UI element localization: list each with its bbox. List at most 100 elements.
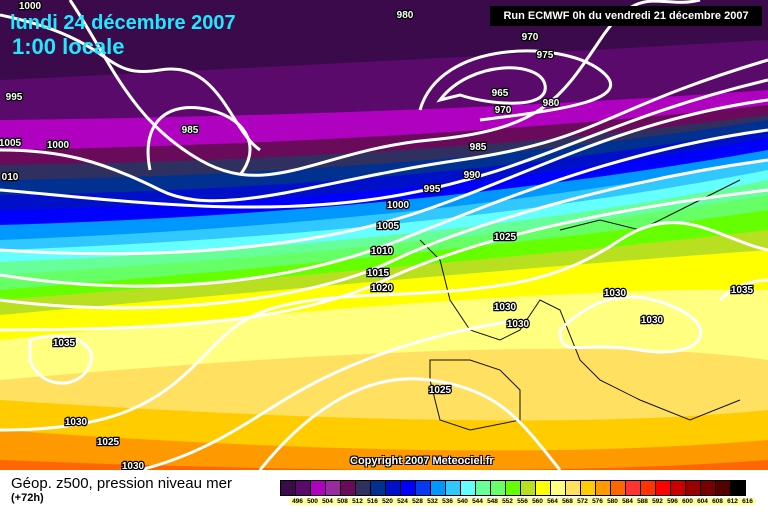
color-swatch	[311, 481, 326, 495]
isobar-label: 1030	[122, 461, 145, 470]
isobar-line	[0, 158, 768, 310]
coastline	[599, 379, 741, 421]
color-swatch	[476, 481, 491, 495]
color-swatch	[551, 481, 566, 495]
isobar-label: 1035	[53, 338, 76, 349]
isobar-label: 970	[495, 105, 512, 116]
color-swatch	[671, 481, 686, 495]
forecast-range: (+72h)	[11, 492, 44, 504]
isobar-label: 1000	[387, 200, 410, 211]
color-swatch	[731, 481, 745, 495]
isobar-line	[0, 78, 768, 209]
isobar-label: 1025	[429, 385, 452, 396]
isobar-line	[258, 377, 562, 470]
color-scale-labels: 496 500 504 508 512 516 520 524 528 532 536 540 544 5…	[290, 498, 755, 505]
isobar-line	[0, 13, 261, 152]
color-scale-label: 524	[395, 498, 410, 505]
isobar-line	[0, 98, 768, 256]
isobar-label: 1020	[371, 283, 394, 294]
isobar-label: 1000	[47, 140, 70, 151]
color-scale-label: 508	[335, 498, 350, 505]
coastline	[429, 359, 521, 431]
forecast-date: lundi 24 décembre 2007	[10, 12, 236, 34]
color-swatch	[521, 481, 536, 495]
isobar-label: 985	[182, 125, 199, 136]
color-swatch	[371, 481, 386, 495]
color-scale-label: 576	[590, 498, 605, 505]
isobar-line	[418, 49, 613, 122]
isobar-label: 1035	[731, 285, 754, 296]
color-scale-label: 596	[665, 498, 680, 505]
isobar-label: 970	[522, 32, 539, 43]
color-swatch	[581, 481, 596, 495]
color-scale-label: 520	[380, 498, 395, 505]
isobar-label: 1025	[97, 437, 120, 448]
legend-title: Géop. z500, pression niveau mer	[11, 475, 232, 492]
color-swatch	[431, 481, 446, 495]
isobar-line	[139, 318, 521, 470]
color-swatch	[341, 481, 356, 495]
isobar-label: 1030	[65, 417, 88, 428]
color-scale-label: 496	[290, 498, 305, 505]
color-scale	[280, 480, 746, 496]
color-scale-label: 516	[365, 498, 380, 505]
color-scale-label: 544	[470, 498, 485, 505]
model-run-info: Run ECMWF 0h du vendredi 21 décembre 200…	[490, 6, 762, 26]
color-swatch	[356, 481, 371, 495]
color-swatch	[536, 481, 551, 495]
geopotential-bands	[0, 0, 768, 470]
legend-footer: Géop. z500, pression niveau mer (+72h) 4…	[0, 470, 768, 512]
isobar-line	[0, 221, 768, 432]
color-scale-label: 536	[440, 498, 455, 505]
isobar-labels: 1000 980 970 975 965 970 980 995 985 1005 1000 010 9…	[0, 0, 755, 470]
color-swatch	[716, 481, 731, 495]
color-swatch	[386, 481, 401, 495]
isobar-label: 1030	[604, 288, 627, 299]
color-scale-label: 500	[305, 498, 320, 505]
forecast-local-time: 1:00 locale	[12, 34, 125, 59]
color-swatch	[611, 481, 626, 495]
coastline	[419, 239, 601, 381]
color-swatch	[566, 481, 581, 495]
isobar-line	[0, 128, 768, 288]
isobar-label: 995	[6, 92, 23, 103]
color-scale-label: 532	[425, 498, 440, 505]
coastlines	[419, 179, 741, 431]
color-swatch	[506, 481, 521, 495]
color-scale-label: 600	[680, 498, 695, 505]
isobar-line	[146, 106, 252, 176]
isobar-label: 980	[397, 10, 414, 21]
color-swatch	[326, 481, 341, 495]
color-scale-label: 572	[575, 498, 590, 505]
isobar-line	[436, 66, 547, 105]
color-swatch	[656, 481, 671, 495]
isobar-lines	[0, 0, 768, 470]
isobar-label: 965	[492, 88, 509, 99]
color-swatch	[461, 481, 476, 495]
color-swatch	[701, 481, 716, 495]
isobar-label: 1025	[494, 232, 517, 243]
weather-map: 1000 980 970 975 965 970 980 995 985 1005 1000 010 9…	[0, 0, 768, 470]
isobar-line	[558, 295, 703, 354]
isobar-label: 1005	[377, 221, 400, 232]
color-scale-label: 584	[620, 498, 635, 505]
color-scale-label: 608	[710, 498, 725, 505]
isobar-line	[718, 278, 768, 302]
isobar-label: 1030	[507, 319, 530, 330]
color-swatch	[416, 481, 431, 495]
color-scale-label: 552	[500, 498, 515, 505]
color-scale-label: 592	[650, 498, 665, 505]
color-scale-label: 568	[560, 498, 575, 505]
isobar-line	[28, 334, 94, 385]
color-scale-label: 540	[455, 498, 470, 505]
color-scale-label: 564	[545, 498, 560, 505]
color-swatch	[401, 481, 416, 495]
copyright: Copyright 2007 Meteociel.fr	[350, 455, 494, 467]
isobar-label: 985	[470, 142, 487, 153]
isobar-label: 1000	[19, 1, 42, 12]
isobar-label: 995	[424, 184, 441, 195]
geopotential-band	[0, 430, 768, 470]
color-swatch	[446, 481, 461, 495]
color-scale-label: 528	[410, 498, 425, 505]
color-swatch	[596, 481, 611, 495]
